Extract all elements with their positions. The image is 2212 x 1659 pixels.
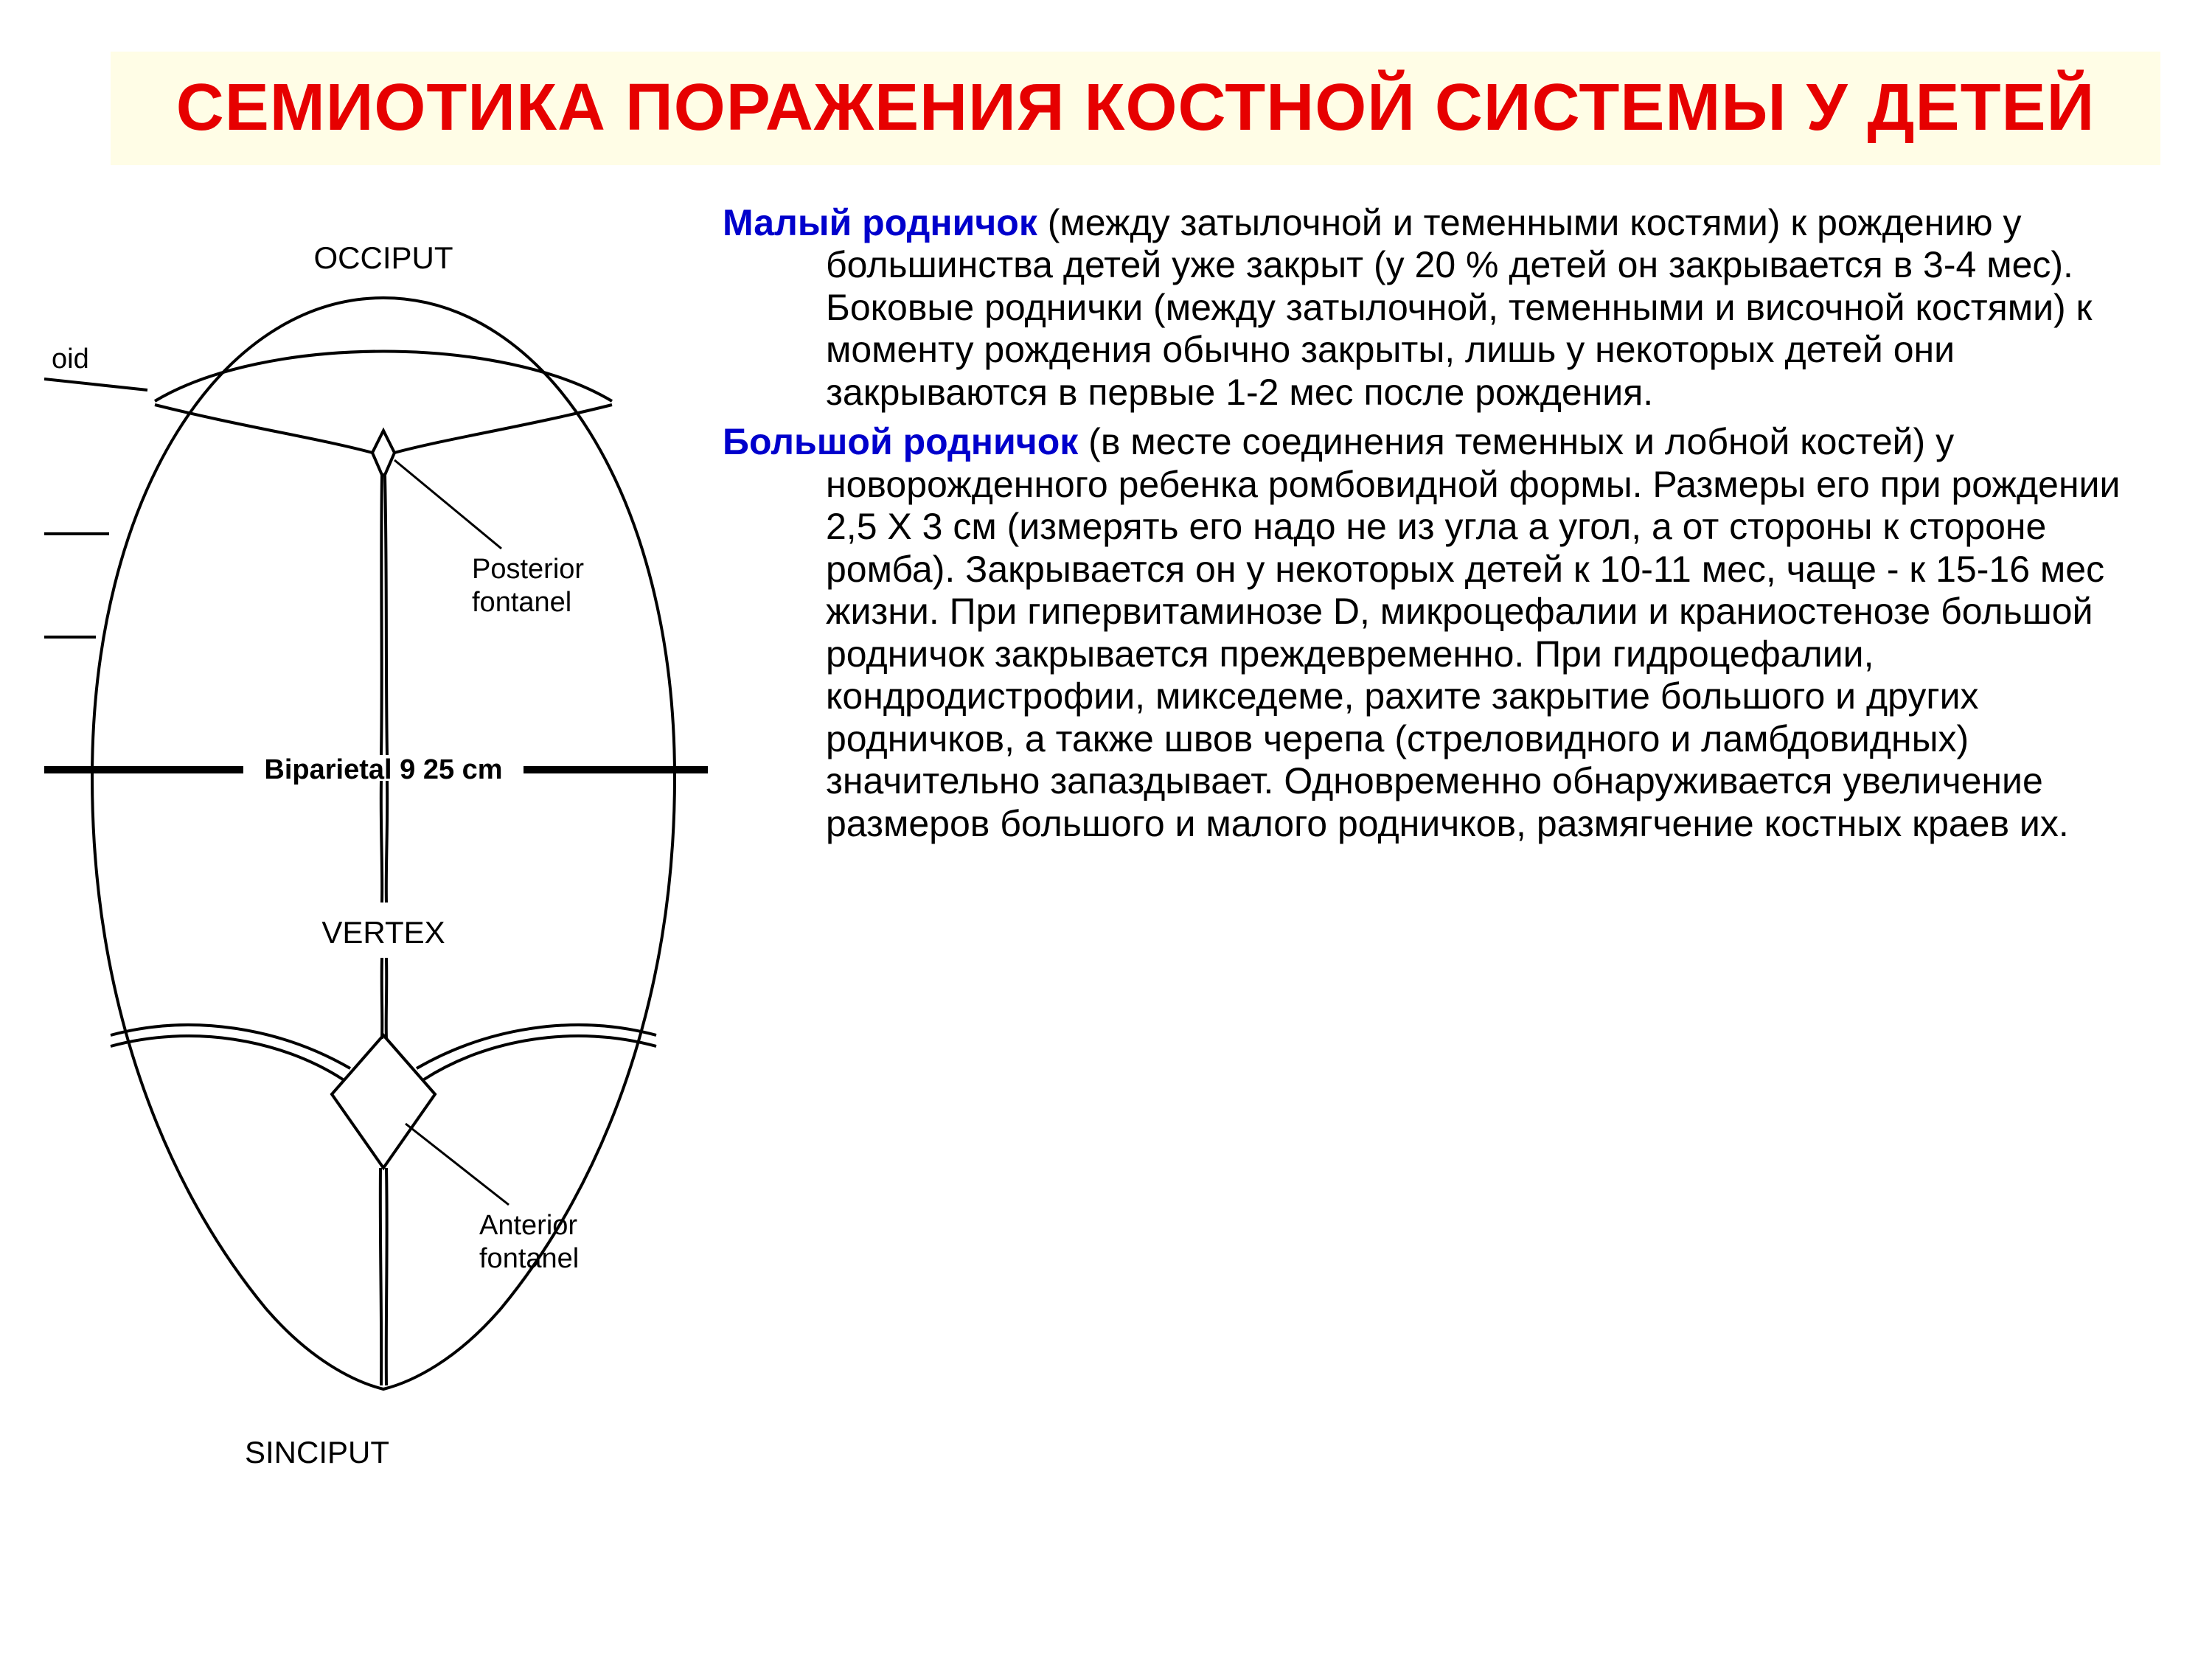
label-oid: oid (52, 344, 89, 375)
sagittal-right-2 (386, 781, 387, 902)
paragraph-1: Малый родничок (между затылочной и темен… (723, 202, 2168, 414)
label-sinciput: SINCIPUT (245, 1435, 389, 1470)
skull-outline (92, 298, 675, 1389)
label-anterior-1: Anterior (479, 1210, 577, 1241)
body-text: Малый родничок (между затылочной и темен… (723, 202, 2168, 1478)
coronal-left-lower (111, 1036, 343, 1079)
lambdoid-left (155, 405, 372, 453)
metopic-right (386, 1168, 387, 1385)
label-anterior-2: fontanel (479, 1243, 579, 1274)
sagittal-right-3 (386, 958, 387, 1039)
occiput-arc (155, 351, 612, 401)
title-banner: СЕМИОТИКА ПОРАЖЕНИЯ КОСТНОЙ СИСТЕМЫ У ДЕ… (111, 52, 2160, 165)
skull-diagram: OCCIPUT Biparietal 9 25 cm VERTEX (44, 202, 708, 1478)
label-posterior-2: fontanel (472, 587, 571, 618)
sagittal-left-3 (382, 958, 383, 1039)
anterior-fontanel (332, 1035, 435, 1168)
label-occiput: OCCIPUT (314, 240, 453, 275)
sagittal-right (385, 475, 387, 755)
label-biparietal: Biparietal 9 25 cm (264, 754, 502, 785)
leader-oid (44, 379, 147, 390)
leader-anterior (406, 1124, 509, 1205)
lambdoid-right (394, 405, 612, 453)
page-title: СЕМИОТИКА ПОРАЖЕНИЯ КОСТНОЙ СИСТЕМЫ У ДЕ… (140, 70, 2131, 147)
skull-svg: OCCIPUT Biparietal 9 25 cm VERTEX (44, 224, 708, 1478)
coronal-right-lower (424, 1036, 656, 1079)
label-vertex: VERTEX (321, 915, 445, 950)
em-small-fontanel: Малый родничок (723, 202, 1037, 243)
posterior-fontanel (372, 431, 394, 475)
metopic-left (380, 1168, 381, 1385)
sagittal-left-2 (381, 781, 382, 902)
em-large-fontanel: Большой родничок (723, 421, 1078, 462)
content-row: OCCIPUT Biparietal 9 25 cm VERTEX (44, 202, 2168, 1478)
sagittal-left (381, 475, 382, 755)
label-posterior-1: Posterior (472, 554, 584, 585)
paragraph-2: Большой родничок (в месте соединения тем… (723, 421, 2168, 845)
leader-posterior (394, 460, 501, 549)
p2-body: (в месте соединения теменных и лобной ко… (826, 421, 2120, 844)
